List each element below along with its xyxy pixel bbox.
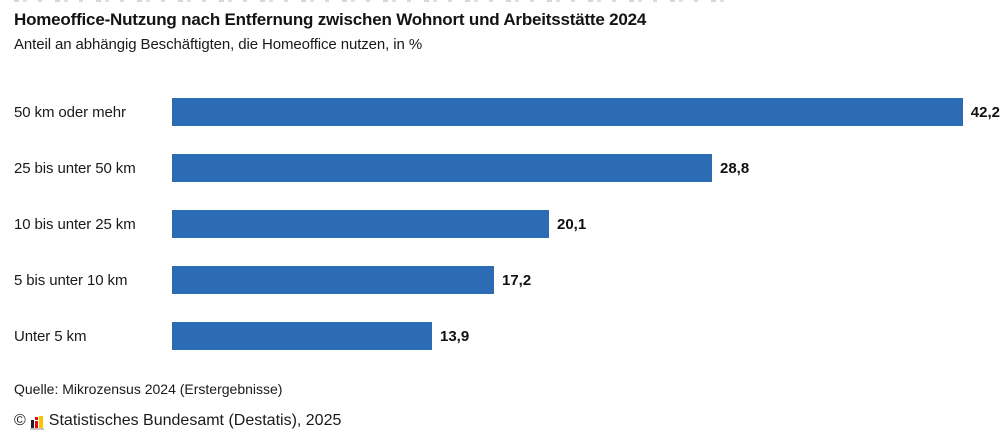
logo-bar-black [30, 419, 34, 428]
bar-row: Unter 5 km 13,9 [0, 308, 1000, 364]
bar-area: 17,2 [172, 266, 1000, 294]
bar [172, 322, 432, 350]
copyright-line: © Statistisches Bundesamt (Destatis), 20… [0, 411, 1000, 431]
destatis-bar-chart-icon [29, 415, 44, 430]
bar-row: 5 bis unter 10 km 17,2 [0, 252, 1000, 308]
bar-area: 13,9 [172, 322, 1000, 350]
chart-subtitle: Anteil an abhängig Beschäftigten, die Ho… [14, 36, 423, 53]
category-label: 5 bis unter 10 km [14, 271, 128, 289]
bar [172, 154, 712, 182]
bar-chart: 50 km oder mehr 42,2 25 bis unter 50 km … [0, 84, 1000, 364]
value-label: 13,9 [440, 327, 470, 345]
bar-row: 25 bis unter 50 km 28,8 [0, 140, 1000, 196]
value-label: 17,2 [502, 271, 532, 289]
category-label: Unter 5 km [14, 327, 87, 345]
bar-area: 28,8 [172, 154, 1000, 182]
value-label: 42,2 [970, 103, 1000, 121]
bar-area: 20,1 [172, 210, 1000, 238]
bar [172, 266, 494, 294]
logo-bar-red [34, 416, 38, 428]
cropped-text-artifact [14, 0, 730, 2]
bar [172, 210, 549, 238]
bar-row: 50 km oder mehr 42,2 [0, 84, 1000, 140]
value-label: 28,8 [720, 159, 750, 177]
category-label: 50 km oder mehr [14, 103, 126, 121]
category-label: 10 bis unter 25 km [14, 215, 136, 233]
source-note: Quelle: Mikrozensus 2024 (Erstergebnisse… [14, 381, 283, 397]
category-label: 25 bis unter 50 km [14, 159, 136, 177]
copyright-symbol: © [14, 412, 26, 429]
bar-row: 10 bis unter 25 km 20,1 [0, 196, 1000, 252]
value-label: 20,1 [557, 215, 587, 233]
bar-area: 42,2 [171, 98, 1000, 126]
chart-title: Homeoffice-Nutzung nach Entfernung zwisc… [14, 10, 647, 29]
copyright-text: Statistisches Bundesamt (Destatis), 2025 [48, 412, 342, 429]
bar [171, 98, 963, 126]
logo-bar-gold [38, 415, 43, 428]
